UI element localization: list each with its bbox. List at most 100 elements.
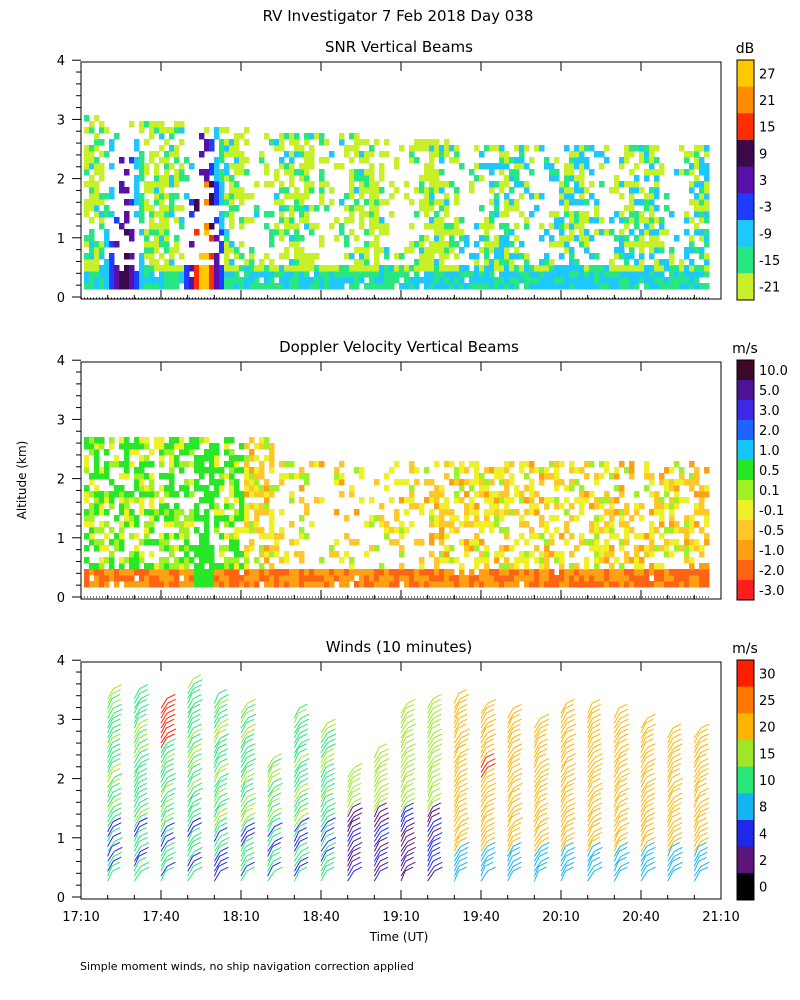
snr-cell: [469, 169, 475, 176]
doppler-cell: [89, 527, 95, 534]
doppler-cell: [624, 521, 630, 528]
doppler-cell: [269, 467, 275, 474]
doppler-cell: [514, 509, 520, 516]
snr-cell: [189, 277, 195, 284]
wind-barb-flag: [379, 807, 388, 813]
doppler-cell: [704, 533, 710, 540]
snr-cell: [89, 265, 95, 272]
wind-barb-staff: [613, 861, 619, 872]
snr-cell: [544, 157, 550, 164]
doppler-cell: [504, 503, 510, 510]
snr-cell: [154, 121, 160, 128]
snr-cell: [689, 283, 695, 290]
doppler-cell: [609, 497, 615, 504]
doppler-cell: [189, 443, 195, 450]
snr-cell: [304, 271, 310, 278]
snr-cell: [354, 139, 360, 146]
snr-cell: [529, 277, 535, 284]
wind-barb-staff: [507, 865, 514, 877]
wind-barb-staff: [267, 826, 275, 837]
wind-barb-staff: [560, 727, 569, 739]
doppler-cell: [169, 563, 175, 570]
wind-barb-flag: [672, 812, 681, 818]
wind-barb-flag: [111, 718, 121, 724]
wind-barb-flag: [138, 856, 147, 862]
doppler-cell: [179, 521, 185, 528]
snr-cell: [349, 217, 355, 224]
doppler-cell: [684, 545, 690, 552]
doppler-cell: [209, 449, 215, 456]
wind-barb-flag: [458, 792, 467, 798]
wind-barb-flag: [672, 723, 682, 729]
snr-cell: [159, 223, 165, 230]
snr-cell: [284, 247, 290, 254]
wind-barb-flag: [166, 713, 176, 719]
snr-cell: [164, 217, 170, 224]
wind-barb-flag: [166, 753, 176, 759]
wind-barb-flag: [565, 728, 574, 734]
doppler-cell: [389, 467, 395, 474]
wind-barb-staff: [507, 851, 513, 862]
wind-barb-staff: [640, 722, 647, 734]
snr-cell: [89, 253, 95, 260]
doppler-cell: [229, 461, 235, 468]
wind-barb-staff: [213, 737, 222, 749]
wind-barb-flag: [219, 792, 228, 798]
wind-barb-staff: [667, 811, 673, 823]
snr-cell: [524, 271, 530, 278]
snr-cell: [364, 157, 370, 164]
doppler-cell: [154, 581, 160, 588]
snr-cell: [129, 199, 135, 206]
doppler-cell: [619, 581, 625, 588]
wind-barb-flag: [325, 763, 334, 768]
doppler-cell: [84, 521, 90, 528]
doppler-cell: [99, 563, 105, 570]
snr-cell: [159, 265, 165, 272]
doppler-cell: [189, 575, 195, 582]
snr-cell: [539, 259, 545, 266]
snr-cell: [579, 175, 585, 182]
snr-cell: [309, 223, 315, 230]
snr-cell: [124, 199, 130, 206]
doppler-cell: [549, 581, 555, 588]
wind-barb-flag: [112, 713, 122, 719]
doppler-cell: [244, 527, 250, 534]
wind-barb-staff: [187, 851, 195, 862]
snr-cell: [199, 151, 205, 158]
doppler-cell: [514, 557, 520, 564]
doppler-cell: [239, 551, 245, 558]
wind-barb-flag: [193, 684, 202, 689]
wind-barb-flag: [487, 866, 496, 872]
doppler-cell: [664, 467, 670, 474]
doppler-cell: [234, 539, 240, 546]
doppler-cell: [199, 557, 205, 564]
snr-cell: [159, 235, 165, 242]
wind-barb-flag: [138, 733, 148, 739]
doppler-cell: [414, 581, 420, 588]
snr-cell: [619, 193, 625, 200]
doppler-cell: [429, 515, 435, 522]
wind-barb-staff: [320, 767, 327, 778]
doppler-cell: [269, 443, 275, 450]
wind-barb-flag: [166, 718, 175, 724]
doppler-cell: [654, 545, 660, 552]
snr-cell: [394, 265, 400, 272]
snr-cell: [174, 283, 180, 290]
doppler-cell: [154, 443, 160, 450]
doppler-cell: [244, 575, 250, 582]
wind-barb-flag: [406, 822, 416, 828]
snr-cell: [484, 247, 490, 254]
doppler-cell: [234, 581, 240, 588]
wind-barb-staff: [160, 856, 168, 867]
doppler-cell: [99, 557, 105, 564]
doppler-cell: [499, 545, 505, 552]
snr-cell: [219, 211, 225, 218]
wind-barb-staff: [480, 762, 488, 773]
doppler-cell: [384, 581, 390, 588]
snr-cell: [499, 163, 505, 170]
snr-cell: [619, 253, 625, 260]
snr-cell: [499, 271, 505, 278]
wind-barb-staff: [400, 826, 408, 837]
snr-cell: [124, 283, 130, 290]
wind-barb-flag: [646, 782, 655, 788]
